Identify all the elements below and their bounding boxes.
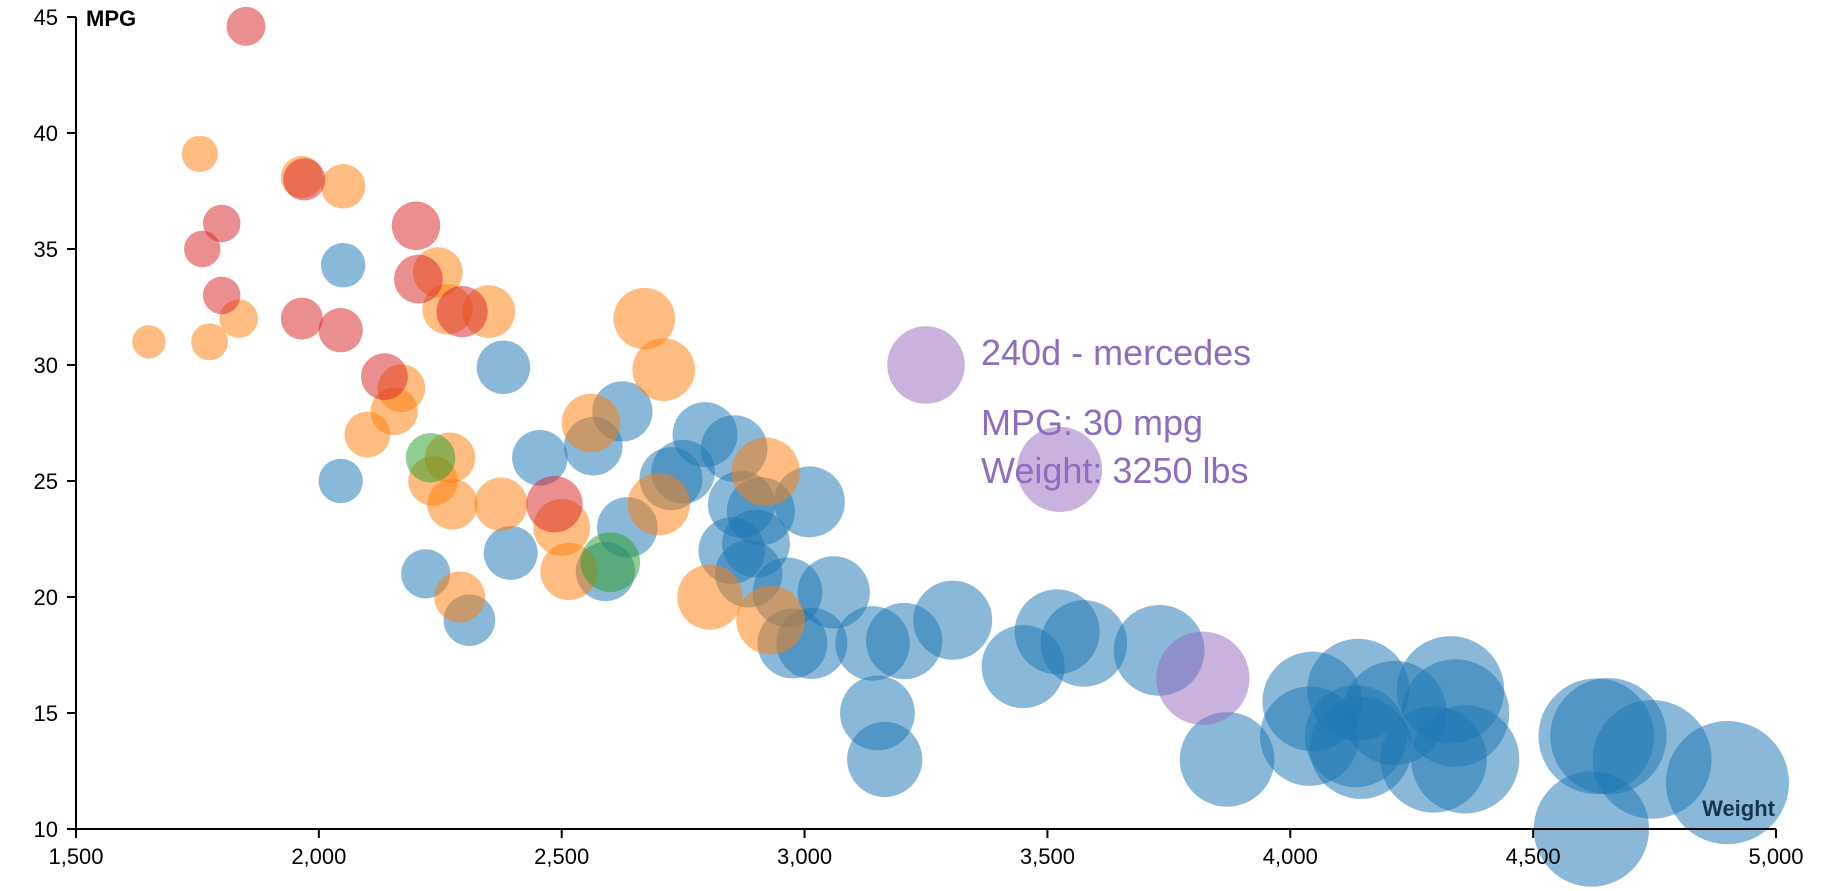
bubble-purple[interactable] xyxy=(1017,426,1103,512)
bubble-blue[interactable] xyxy=(1665,721,1789,845)
bubble-blue[interactable] xyxy=(320,243,366,288)
bubble-orange[interactable] xyxy=(474,477,528,531)
bubble-red[interactable] xyxy=(202,204,241,243)
y-tick-label: 30 xyxy=(34,353,58,378)
bubble-orange[interactable] xyxy=(320,164,366,209)
bubble-blue[interactable] xyxy=(1411,705,1520,814)
hover-tooltip: 240d - mercedes MPG: 30 mpg Weight: 3250… xyxy=(981,332,1251,491)
x-tick-label: 3,000 xyxy=(777,844,832,869)
y-tick-label: 20 xyxy=(34,585,58,610)
bubble-blue[interactable] xyxy=(512,430,568,486)
bubble-red[interactable] xyxy=(318,308,363,353)
bubble-blue[interactable] xyxy=(913,580,993,660)
bubble-purple[interactable] xyxy=(887,326,965,404)
bubble-green[interactable] xyxy=(405,433,456,483)
bubble-orange[interactable] xyxy=(132,325,166,359)
bubble-orange[interactable] xyxy=(731,437,800,506)
bubble-orange[interactable] xyxy=(613,287,676,350)
bubble-orange[interactable] xyxy=(434,571,486,623)
y-tick-label: 25 xyxy=(34,469,58,494)
bubble-purple[interactable] xyxy=(1156,631,1250,725)
bubble-red[interactable] xyxy=(391,201,441,251)
x-tick-label: 2,000 xyxy=(291,844,346,869)
bubble-blue[interactable] xyxy=(483,525,538,580)
bubble-orange[interactable] xyxy=(561,393,621,453)
bubble-red[interactable] xyxy=(283,158,326,201)
bubble-orange[interactable] xyxy=(627,473,691,536)
bubble-orange[interactable] xyxy=(632,338,696,401)
bubble-orange[interactable] xyxy=(736,585,805,655)
bubble-blue[interactable] xyxy=(847,721,923,797)
x-tick-label: 4,000 xyxy=(1263,844,1318,869)
x-tick-label: 5,000 xyxy=(1748,844,1803,869)
x-tick-label: 4,500 xyxy=(1506,844,1561,869)
axes: 1,500 2,000 2,500 3,000 3,500 4,000 4,500 5,000… xyxy=(34,5,1804,869)
bubble-red[interactable] xyxy=(526,475,583,533)
y-tick-label: 45 xyxy=(34,5,58,30)
bubble-orange[interactable] xyxy=(181,135,218,173)
y-tick-label: 15 xyxy=(34,701,58,726)
x-tick-label: 1,500 xyxy=(48,844,103,869)
bubble-orange[interactable] xyxy=(677,564,743,630)
bubble-red[interactable] xyxy=(280,297,323,340)
bubble-green[interactable] xyxy=(580,532,641,592)
bubble-orange[interactable] xyxy=(191,323,228,361)
bubble-blue[interactable] xyxy=(1040,600,1128,687)
bubble-red[interactable] xyxy=(394,254,443,304)
bubble-red[interactable] xyxy=(436,286,488,338)
y-axis-title: MPG xyxy=(86,6,136,31)
tooltip-title: 240d - mercedes xyxy=(981,332,1251,373)
y-tick-label: 35 xyxy=(34,237,58,262)
bubble-red[interactable] xyxy=(361,353,408,400)
y-tick-label: 40 xyxy=(34,121,58,146)
bubble-red[interactable] xyxy=(184,230,221,268)
bubble-blue[interactable] xyxy=(797,556,870,629)
tooltip-weight: Weight: 3250 lbs xyxy=(981,450,1249,491)
y-tick-label: 10 xyxy=(34,817,58,842)
bubble-orange[interactable] xyxy=(427,478,478,530)
bubble-blue[interactable] xyxy=(476,340,531,395)
x-tick-label: 3,500 xyxy=(1020,844,1075,869)
bubble-blue[interactable] xyxy=(1179,712,1275,807)
bubble-red[interactable] xyxy=(202,276,241,315)
tooltip-mpg: MPG: 30 mpg xyxy=(981,402,1203,443)
x-axis-title: Weight xyxy=(1702,796,1776,821)
x-tick-label: 2,500 xyxy=(534,844,589,869)
bubble-red[interactable] xyxy=(226,6,266,46)
bubble-layer xyxy=(132,6,1789,887)
bubble-blue[interactable] xyxy=(318,458,363,504)
